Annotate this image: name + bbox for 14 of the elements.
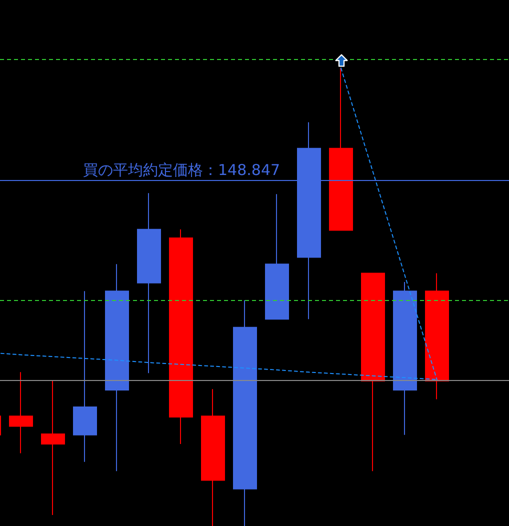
candlestick (265, 194, 289, 320)
candlestick (41, 379, 65, 516)
candlestick (169, 228, 193, 445)
candlestick (329, 68, 353, 231)
candlestick (73, 290, 97, 462)
ref-line-label: 買の平均約定価格：148.847 (83, 160, 280, 179)
candlestick (361, 272, 385, 472)
candlestick (201, 388, 225, 526)
candlestick (233, 300, 257, 526)
candlestick (425, 272, 449, 400)
candlestick (9, 372, 33, 454)
candlestick (393, 281, 417, 436)
candlestick (105, 264, 129, 472)
candlestick (137, 192, 161, 374)
